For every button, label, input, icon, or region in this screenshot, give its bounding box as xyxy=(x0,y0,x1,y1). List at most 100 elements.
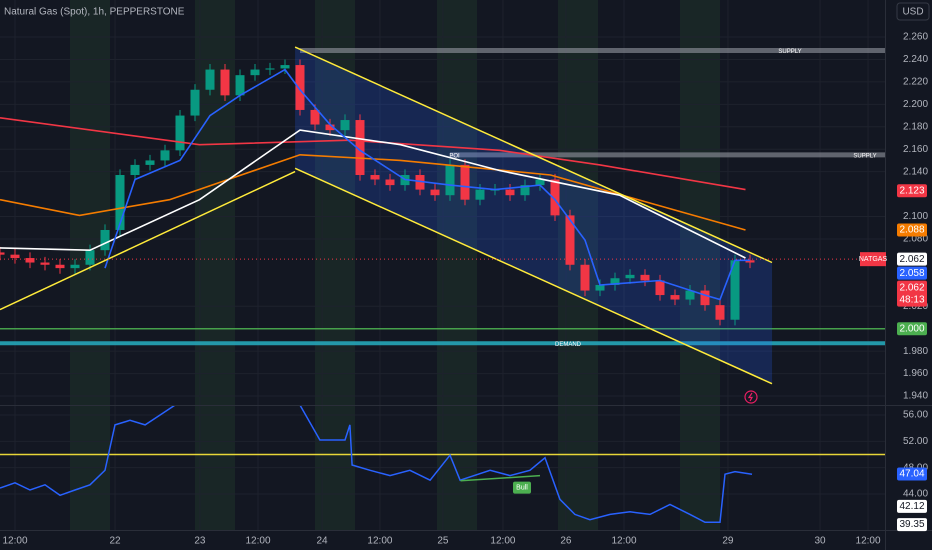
candle-body xyxy=(460,164,470,200)
trend-line xyxy=(0,170,296,311)
currency-button[interactable] xyxy=(896,2,930,21)
x-tick-label: 12:00 xyxy=(856,536,881,547)
candle-body xyxy=(295,65,305,110)
level-label: SUPPLY xyxy=(853,153,876,159)
x-tick-label: 12:00 xyxy=(2,536,27,547)
currency-label[interactable]: USD xyxy=(902,7,923,18)
candle-body xyxy=(70,264,80,269)
x-tick-label: 30 xyxy=(814,536,826,547)
moving-average xyxy=(0,129,746,259)
trend-line xyxy=(294,167,773,385)
candle-body xyxy=(445,164,455,196)
candle-body xyxy=(550,179,560,216)
y-tick-label: 2.100 xyxy=(903,211,928,222)
y-tick-label: 2.080 xyxy=(903,234,928,245)
x-tick-label: 12:00 xyxy=(611,536,636,547)
x-tick-label: 29 xyxy=(722,536,734,547)
price-label: 2.088 xyxy=(899,225,924,236)
rsi-line xyxy=(299,406,753,524)
candle-body xyxy=(610,278,620,285)
price-label-box xyxy=(897,223,927,237)
symbol-tag-label: NATGAS xyxy=(859,256,888,263)
candle-body xyxy=(475,189,485,200)
candle-body xyxy=(130,164,140,176)
candle-body xyxy=(355,120,365,176)
divergence-line xyxy=(460,474,541,482)
candle-body xyxy=(565,215,575,265)
price-label: 2.058 xyxy=(899,268,924,279)
divergence-label: Bull xyxy=(516,484,528,491)
moving-average xyxy=(104,68,750,301)
candle-body xyxy=(535,179,545,186)
candle-body xyxy=(730,260,740,320)
price-label: 2.123 xyxy=(899,185,924,196)
candle-body xyxy=(100,229,110,251)
x-tick-label: 23 xyxy=(194,536,206,547)
candle-body xyxy=(280,65,290,69)
y-tick-label: 2.240 xyxy=(903,54,928,65)
divergence-tag xyxy=(513,481,531,494)
countdown-label: 48:13 xyxy=(899,294,924,305)
chart-title: Natural Gas (Spot), 1h, PEPPERSTONE xyxy=(4,7,185,18)
y-tick-label: 2.160 xyxy=(903,144,928,155)
x-tick-label: 22 xyxy=(109,536,121,547)
price-label: 2.062 xyxy=(899,254,924,265)
candle-body xyxy=(685,290,695,300)
candle-body xyxy=(310,109,320,125)
price-label-box xyxy=(897,252,927,266)
price-label-box xyxy=(897,184,927,198)
candle-body xyxy=(385,179,395,186)
candle-body xyxy=(715,305,725,320)
price-pane: SUPPLY SUPPLY DEMAND POI xyxy=(0,0,885,405)
rsi-line xyxy=(0,406,176,497)
y-tick-label: 2.200 xyxy=(903,99,928,110)
alert-icon-bolt xyxy=(747,392,754,402)
price-label-box xyxy=(897,280,927,307)
y-tick-label: 1.940 xyxy=(903,391,928,402)
candle-body xyxy=(580,264,590,291)
trend-line xyxy=(294,46,773,264)
x-tick-label: 26 xyxy=(560,536,572,547)
channel-fill xyxy=(295,47,773,384)
price-label-box xyxy=(897,518,927,532)
x-tick-label: 24 xyxy=(316,536,328,547)
x-tick-label: 12:00 xyxy=(245,536,270,547)
candle-body xyxy=(505,189,515,196)
candle-body xyxy=(430,189,440,196)
candle-body xyxy=(85,250,95,265)
y-tick-label: 2.260 xyxy=(903,32,928,43)
y-tick-label: 2.140 xyxy=(903,166,928,177)
poi-label: POI xyxy=(449,153,460,159)
candle-body xyxy=(655,280,665,296)
candle-body xyxy=(745,260,755,263)
candle-body xyxy=(0,252,5,255)
price-label: 42.12 xyxy=(899,501,924,512)
rsi-pane: Bull xyxy=(0,406,885,530)
candle-body xyxy=(160,150,170,161)
price-label: 47.04 xyxy=(899,469,924,480)
level-label: DEMAND xyxy=(555,342,582,348)
candle-body xyxy=(145,160,155,165)
y-tick-label: 44.00 xyxy=(903,489,928,500)
moving-average xyxy=(0,117,746,191)
candle-body xyxy=(640,274,650,281)
moving-average xyxy=(0,153,746,231)
candle-body xyxy=(370,175,380,180)
alert-icon[interactable] xyxy=(744,390,758,404)
y-tick-label: 2.180 xyxy=(903,121,928,132)
candle-body xyxy=(10,254,20,259)
candle-body xyxy=(205,69,215,90)
candle-body xyxy=(325,124,335,131)
axes: 2.260 2.240 2.220 2.200 2.180 2.160 2.140 2.100… xyxy=(2,32,928,547)
symbol-tag xyxy=(860,252,886,267)
candle-body xyxy=(520,185,530,196)
candle-body xyxy=(55,264,65,269)
y-tick-label: 1.960 xyxy=(903,368,928,379)
candle-body xyxy=(415,175,425,190)
candle-body xyxy=(340,120,350,131)
candle-body xyxy=(175,115,185,151)
x-tick-label: 12:00 xyxy=(367,536,392,547)
candle-body xyxy=(235,75,245,96)
